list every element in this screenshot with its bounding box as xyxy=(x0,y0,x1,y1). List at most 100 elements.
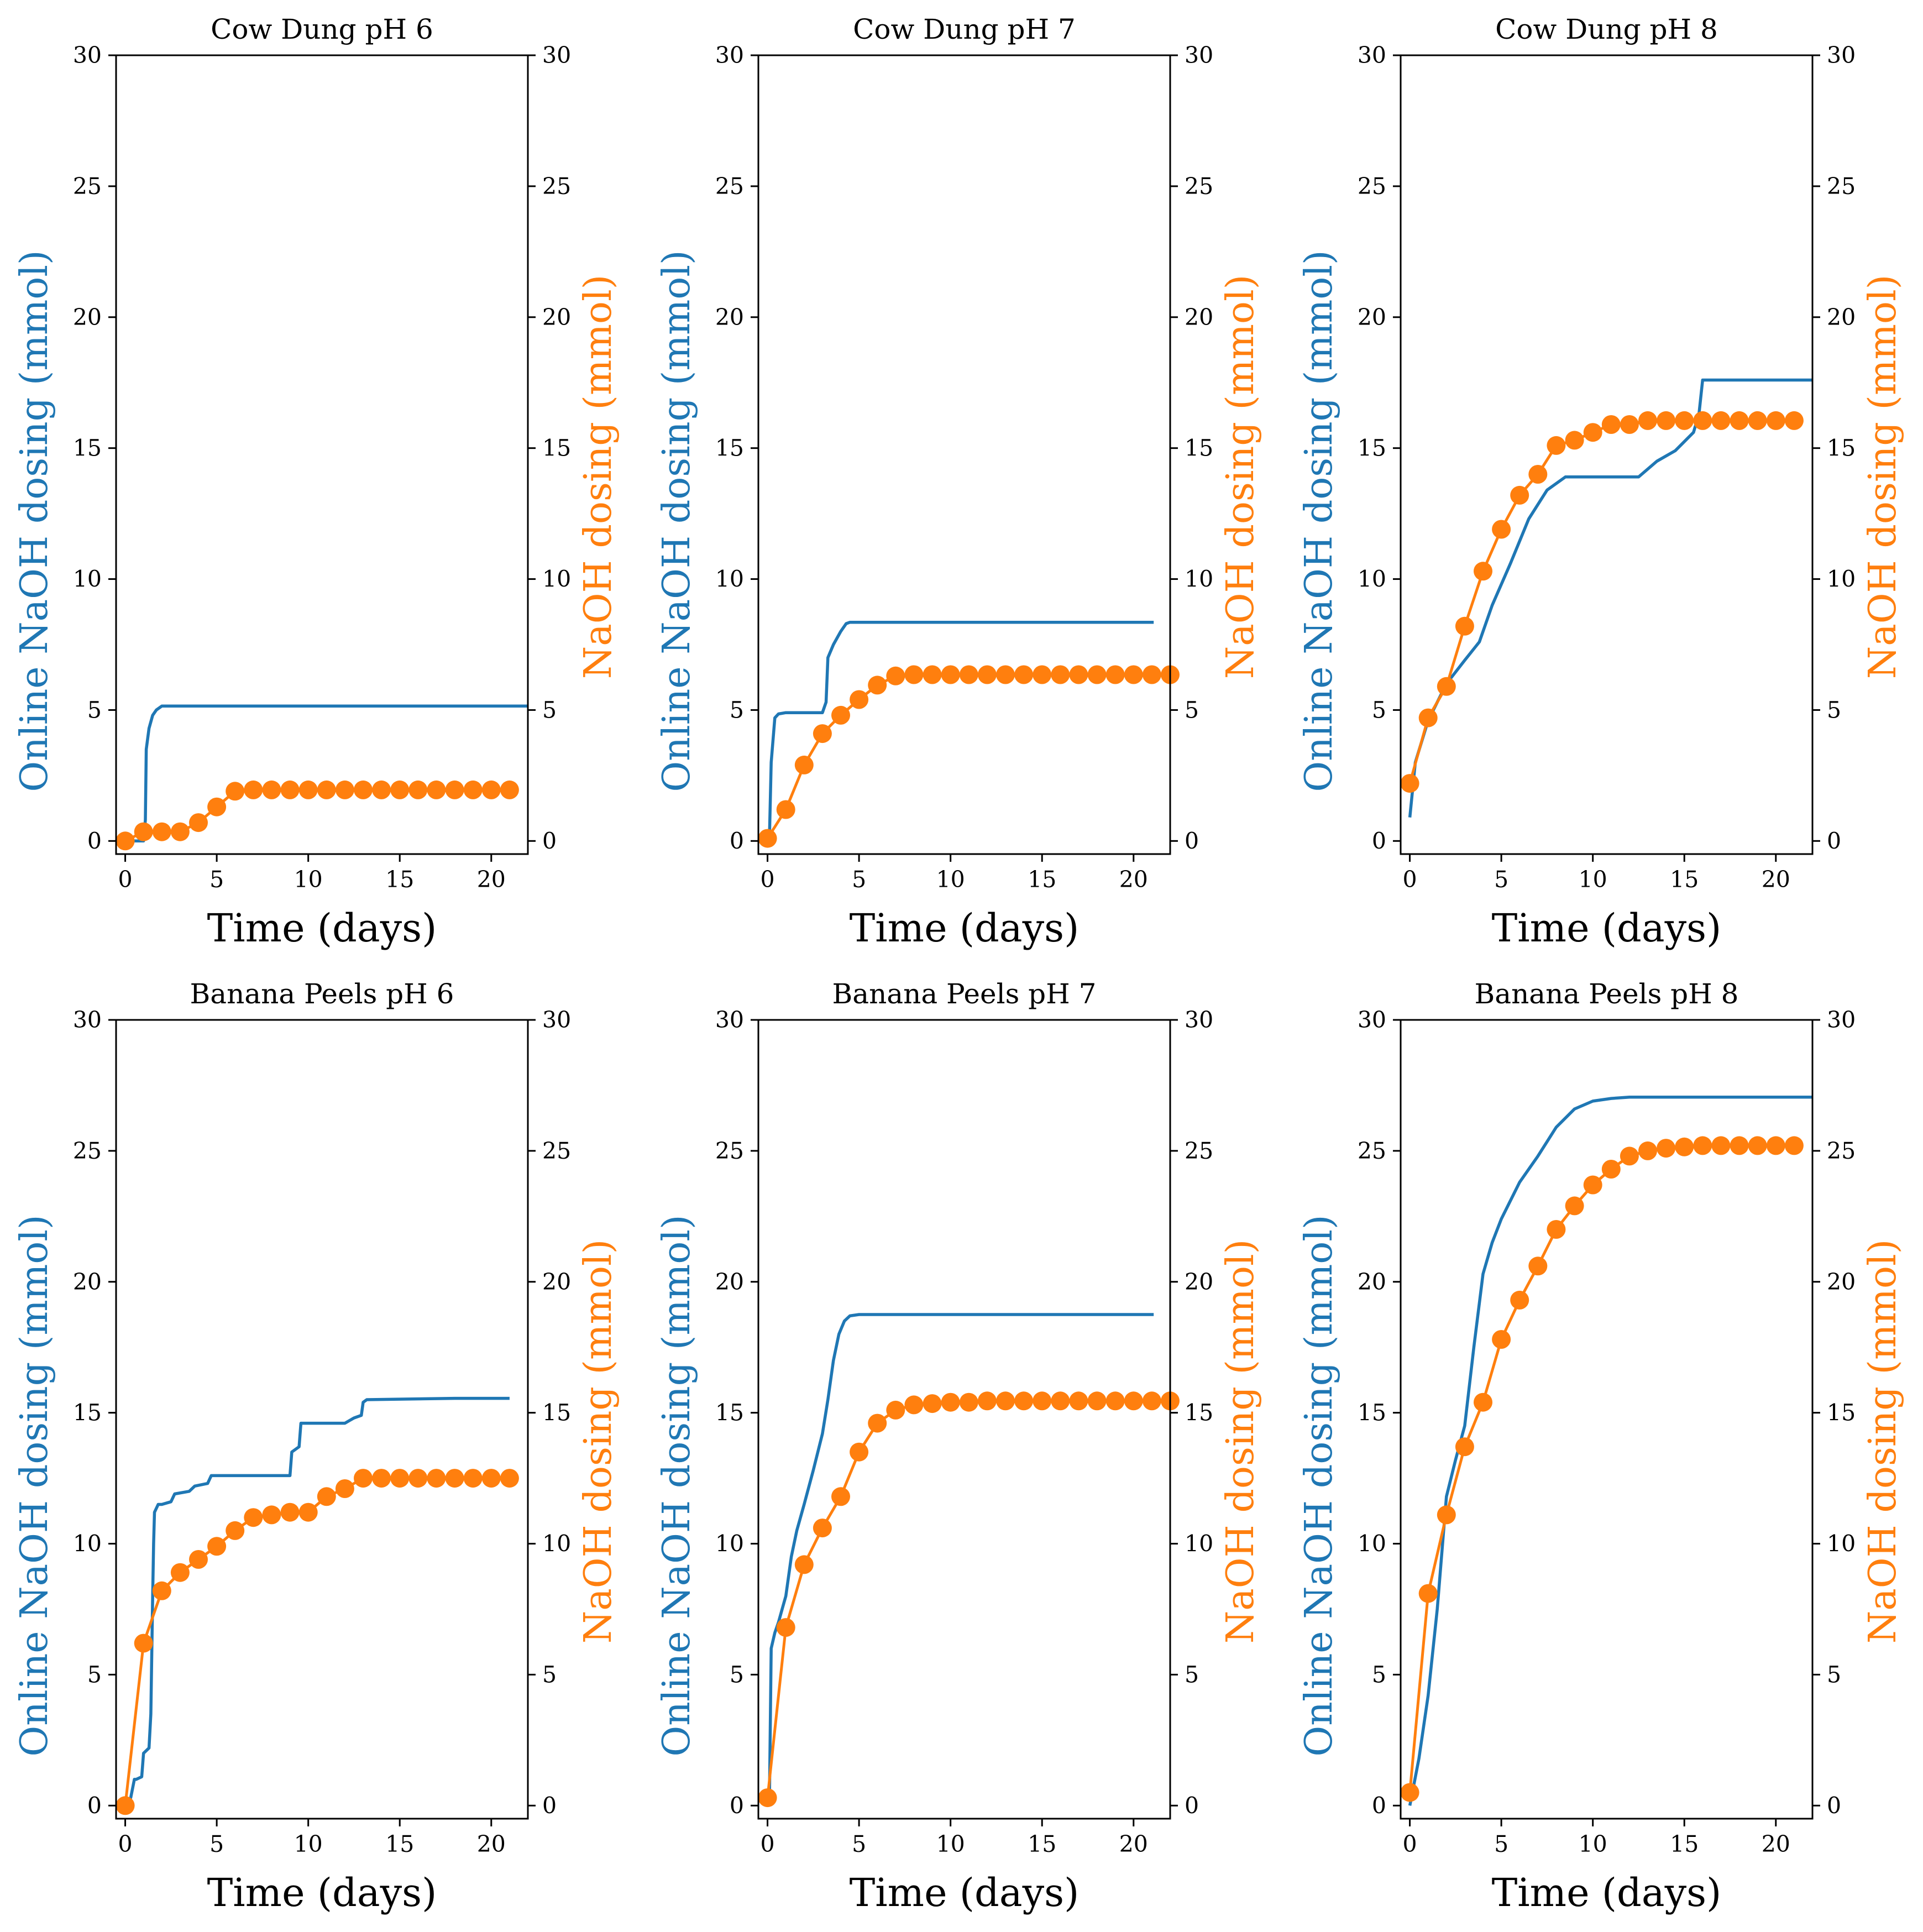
y-tick-label-left: 25 xyxy=(715,1138,744,1164)
naoh-dosing-point xyxy=(1547,436,1566,455)
y-tick-label-left: 20 xyxy=(73,1269,102,1295)
naoh-dosing-point xyxy=(977,665,997,684)
y-tick-label-left: 5 xyxy=(87,1661,102,1688)
y-tick-label-left: 20 xyxy=(715,304,744,331)
naoh-dosing-point xyxy=(959,665,978,684)
naoh-dosing-point xyxy=(1638,411,1657,430)
y-tick-label-right: 30 xyxy=(542,1007,571,1033)
y-tick-label-left: 15 xyxy=(1358,435,1386,462)
naoh-dosing-point xyxy=(1565,1196,1584,1216)
y-tick-label-right: 5 xyxy=(542,1661,557,1688)
y-tick-label-right: 30 xyxy=(542,42,571,69)
naoh-dosing-point xyxy=(1069,1391,1088,1411)
y-tick-label-right: 25 xyxy=(1185,173,1213,200)
naoh-dosing-point xyxy=(941,665,960,684)
x-tick-label: 10 xyxy=(936,866,965,893)
naoh-dosing-point xyxy=(1766,411,1785,430)
y-tick-label-right: 0 xyxy=(1827,1792,1841,1819)
naoh-dosing-point xyxy=(1657,1139,1676,1158)
x-tick-label: 10 xyxy=(1579,866,1607,893)
naoh-dosing-point xyxy=(116,1796,135,1815)
panel-title: Banana Peels pH 8 xyxy=(1475,978,1739,1010)
plot-frame xyxy=(1400,54,1814,855)
y-axis-label-right: NaOH dosing (mmol) xyxy=(1861,275,1905,679)
y-tick-label-right: 20 xyxy=(542,1269,571,1295)
y-tick-label-right: 15 xyxy=(1827,435,1856,462)
y-tick-label-right: 10 xyxy=(1827,566,1856,593)
naoh-dosing-point xyxy=(372,780,391,799)
y-axis-label-left: Online NaOH dosing (mmol) xyxy=(655,1214,699,1756)
naoh-dosing-point xyxy=(1418,708,1438,727)
naoh-dosing-point xyxy=(408,1469,428,1488)
x-tick-label: 10 xyxy=(294,1831,323,1857)
y-tick-label-right: 30 xyxy=(1185,42,1213,69)
naoh-dosing-point xyxy=(1400,774,1419,793)
y-tick-label-left: 0 xyxy=(730,828,744,854)
naoh-dosing-point xyxy=(904,1395,924,1415)
naoh-dosing-point xyxy=(1142,1391,1161,1411)
y-tick-label-right: 15 xyxy=(1185,435,1213,462)
naoh-dosing-point xyxy=(189,813,208,833)
x-tick-label: 15 xyxy=(1670,866,1699,893)
y-axis-label-right: NaOH dosing (mmol) xyxy=(1219,275,1262,679)
x-tick-label: 15 xyxy=(1670,1831,1699,1857)
y-tick-label-left: 25 xyxy=(715,173,744,200)
naoh-dosing-point xyxy=(1528,465,1548,484)
y-tick-label-right: 20 xyxy=(1827,1269,1856,1295)
naoh-dosing-point xyxy=(317,780,336,799)
naoh-dosing-point xyxy=(207,797,227,816)
y-axis-label-left: Online NaOH dosing (mmol) xyxy=(13,250,56,792)
x-axis-label: Time (days) xyxy=(850,905,1080,951)
naoh-dosing-point xyxy=(408,780,428,799)
y-tick-label-right: 15 xyxy=(1185,1400,1213,1426)
y-tick-label-right: 10 xyxy=(542,566,571,593)
naoh-dosing-point xyxy=(134,822,153,841)
naoh-dosing-point xyxy=(1528,1256,1548,1276)
naoh-dosing-point xyxy=(1474,1392,1492,1412)
y-tick-label-left: 30 xyxy=(73,1007,102,1033)
naoh-dosing-point xyxy=(134,1633,153,1653)
plot-frame xyxy=(115,1019,529,1820)
naoh-dosing-point xyxy=(427,780,446,799)
y-tick-label-right: 15 xyxy=(542,1400,571,1426)
y-tick-label-left: 30 xyxy=(1358,42,1386,69)
naoh-dosing-point xyxy=(1657,411,1676,430)
y-tick-label-left: 10 xyxy=(1358,1531,1386,1557)
naoh-dosing-point xyxy=(868,1413,887,1433)
naoh-dosing-point xyxy=(463,780,483,799)
x-tick-label: 10 xyxy=(1579,1831,1607,1857)
naoh-dosing-point xyxy=(1014,1391,1034,1411)
naoh-dosing-point xyxy=(886,666,905,685)
naoh-dosing-point xyxy=(1675,1137,1694,1156)
naoh-dosing-point xyxy=(1437,677,1456,696)
y-tick-label-right: 20 xyxy=(542,304,571,331)
naoh-dosing-point xyxy=(1105,665,1125,684)
naoh-dosing-point xyxy=(977,1391,997,1411)
naoh-dosing-point xyxy=(262,1505,281,1525)
y-axis-label-left: Online NaOH dosing (mmol) xyxy=(1297,250,1341,792)
y-tick-label-left: 10 xyxy=(715,566,744,593)
y-tick-label-left: 25 xyxy=(73,173,102,200)
naoh-dosing-point xyxy=(1583,423,1602,442)
y-tick-label-left: 10 xyxy=(73,1531,102,1557)
naoh-dosing-point xyxy=(1766,1136,1785,1155)
naoh-dosing-point xyxy=(152,822,171,841)
naoh-dosing-point xyxy=(317,1487,336,1506)
y-tick-label-right: 20 xyxy=(1185,304,1213,331)
y-tick-label-left: 20 xyxy=(715,1269,744,1295)
x-tick-label: 5 xyxy=(209,1831,224,1857)
y-tick-label-left: 10 xyxy=(1358,566,1386,593)
naoh-dosing-point xyxy=(445,780,464,799)
y-axis-label-right: NaOH dosing (mmol) xyxy=(577,275,620,679)
y-tick-label-left: 0 xyxy=(1372,828,1386,854)
y-axis-label-left: Online NaOH dosing (mmol) xyxy=(13,1214,56,1756)
x-tick-label: 15 xyxy=(1028,1831,1056,1857)
y-tick-label-right: 0 xyxy=(1827,828,1841,854)
y-tick-label-left: 15 xyxy=(73,1400,102,1426)
y-tick-label-left: 5 xyxy=(1372,697,1386,723)
y-tick-label-right: 0 xyxy=(1185,828,1199,854)
y-tick-label-right: 25 xyxy=(542,1138,571,1164)
y-tick-label-right: 0 xyxy=(542,828,557,854)
